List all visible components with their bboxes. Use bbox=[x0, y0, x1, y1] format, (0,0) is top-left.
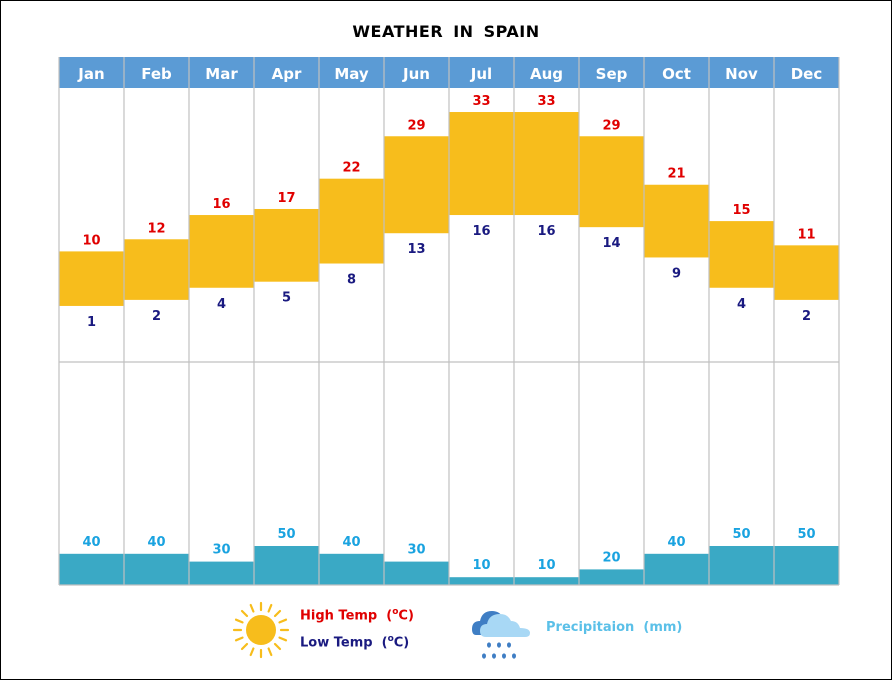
legend-precipitation: Precipitaion (mm) bbox=[546, 620, 682, 635]
temp-range-band-sep bbox=[579, 136, 644, 228]
high-temp-label: 22 bbox=[342, 161, 360, 176]
precip-label: 40 bbox=[342, 535, 360, 550]
precip-label: 10 bbox=[472, 558, 490, 573]
temp-range-band-oct bbox=[644, 184, 709, 258]
precip-label: 30 bbox=[407, 543, 425, 558]
month-label: Aug bbox=[530, 65, 563, 83]
month-label: Feb bbox=[141, 65, 172, 83]
temp-range-band-aug bbox=[514, 112, 579, 216]
month-label: Oct bbox=[662, 65, 691, 83]
precip-bar-jan bbox=[59, 553, 124, 585]
month-label: May bbox=[334, 65, 369, 83]
precip-bar-may bbox=[319, 553, 384, 585]
low-temp-label: 8 bbox=[347, 273, 356, 288]
month-label: Dec bbox=[791, 65, 823, 83]
temp-range-band-jan bbox=[59, 251, 124, 306]
temp-range-band-may bbox=[319, 178, 384, 264]
precip-bar-feb bbox=[124, 553, 189, 585]
temp-range-band-dec bbox=[774, 245, 839, 300]
month-label: Nov bbox=[725, 65, 758, 83]
legend-precip-label: Precipitaion bbox=[546, 620, 635, 635]
low-temp-label: 16 bbox=[472, 224, 490, 239]
precip-bar-jul bbox=[449, 577, 514, 585]
high-temp-label: 10 bbox=[82, 233, 100, 248]
low-temp-label: 9 bbox=[672, 266, 681, 281]
precip-bar-mar bbox=[189, 561, 254, 585]
low-temp-label: 13 bbox=[407, 242, 425, 257]
low-temp-label: 4 bbox=[217, 297, 226, 312]
precip-label: 50 bbox=[277, 527, 295, 542]
month-label: Sep bbox=[596, 65, 628, 83]
legend-low-label: Low Temp bbox=[300, 635, 373, 651]
precip-label: 30 bbox=[212, 543, 230, 558]
high-temp-label: 11 bbox=[797, 227, 815, 242]
legend-high-label: High Temp bbox=[300, 608, 378, 624]
low-temp-label: 4 bbox=[737, 297, 746, 312]
high-temp-label: 15 bbox=[732, 203, 750, 218]
precip-bar-nov bbox=[709, 546, 774, 585]
high-temp-label: 21 bbox=[667, 167, 685, 182]
high-temp-label: 33 bbox=[537, 94, 555, 109]
precip-bar-oct bbox=[644, 553, 709, 585]
legend-low-degree: o bbox=[387, 634, 394, 644]
temp-range-band-feb bbox=[124, 239, 189, 300]
low-temp-label: 2 bbox=[152, 309, 161, 324]
high-temp-label: 12 bbox=[147, 221, 165, 236]
low-temp-label: 5 bbox=[282, 291, 291, 306]
precip-label: 40 bbox=[82, 535, 100, 550]
precip-bar-apr bbox=[254, 546, 319, 585]
high-temp-label: 33 bbox=[472, 94, 490, 109]
precip-label: 20 bbox=[602, 550, 620, 565]
high-temp-label: 29 bbox=[407, 118, 425, 133]
legend-precip-unit: (mm) bbox=[643, 620, 683, 635]
temp-range-band-apr bbox=[254, 208, 319, 282]
high-temp-label: 16 bbox=[212, 197, 230, 212]
month-label: Jan bbox=[77, 65, 104, 83]
temp-range-band-jun bbox=[384, 136, 449, 234]
temp-range-band-nov bbox=[709, 221, 774, 288]
legend-high-unit: C bbox=[398, 608, 408, 624]
month-label: Jul bbox=[470, 65, 492, 83]
month-label: Apr bbox=[272, 65, 302, 83]
low-temp-label: 2 bbox=[802, 309, 811, 324]
temp-range-band-mar bbox=[189, 215, 254, 288]
precip-label: 50 bbox=[732, 527, 750, 542]
precip-bar-aug bbox=[514, 577, 579, 585]
precip-label: 40 bbox=[147, 535, 165, 550]
legend-high-degree: o bbox=[392, 607, 399, 617]
precip-label: 10 bbox=[537, 558, 555, 573]
precip-label: 40 bbox=[667, 535, 685, 550]
month-label: Jun bbox=[402, 65, 430, 83]
precip-bar-jun bbox=[384, 561, 449, 585]
legend-high-temp: High Temp (oC) bbox=[300, 607, 414, 624]
precip-bar-dec bbox=[774, 546, 839, 585]
low-temp-label: 1 bbox=[87, 315, 96, 330]
precip-bar-sep bbox=[579, 569, 644, 585]
low-temp-label: 16 bbox=[537, 224, 555, 239]
high-temp-label: 29 bbox=[602, 118, 620, 133]
chart-title: WEATHER IN SPAIN bbox=[352, 22, 540, 41]
low-temp-label: 14 bbox=[602, 236, 620, 251]
temp-range-band-jul bbox=[449, 112, 514, 216]
legend-low-temp: Low Temp (oC) bbox=[300, 634, 410, 651]
month-label: Mar bbox=[205, 65, 238, 83]
high-temp-label: 17 bbox=[277, 191, 295, 206]
precip-label: 50 bbox=[797, 527, 815, 542]
legend-low-unit: C bbox=[393, 635, 404, 651]
